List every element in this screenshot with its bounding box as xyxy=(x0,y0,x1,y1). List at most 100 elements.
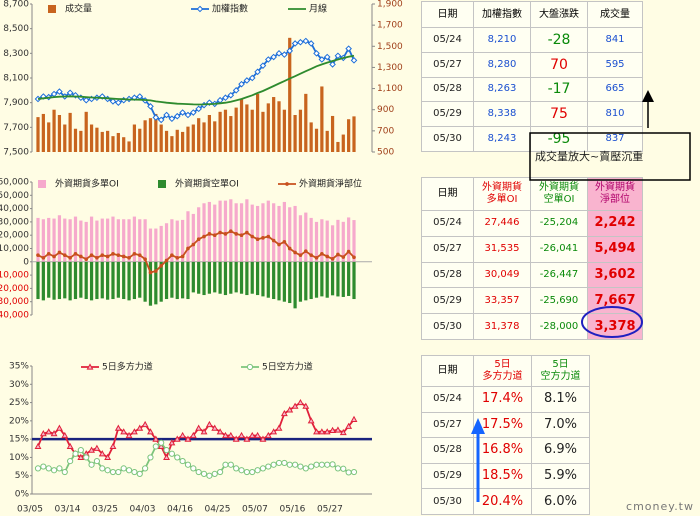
table-cell: 31,535 xyxy=(473,235,531,263)
bar xyxy=(47,261,51,298)
marker xyxy=(93,457,101,465)
y-tick-label: 60,000 xyxy=(0,178,29,188)
marker xyxy=(259,435,267,442)
y2-tick-label: 1,700 xyxy=(377,21,403,31)
bar xyxy=(304,212,308,262)
marker xyxy=(234,232,238,236)
bar xyxy=(245,104,249,152)
marker xyxy=(168,115,176,123)
marker xyxy=(168,450,175,457)
marker xyxy=(142,465,149,472)
marker xyxy=(152,114,160,121)
marker xyxy=(93,444,101,451)
bar xyxy=(202,261,206,296)
header-text: 5日 xyxy=(494,359,511,370)
y-tick-label: 0 xyxy=(23,257,29,267)
marker xyxy=(280,409,288,417)
marker xyxy=(270,428,278,435)
table-cell: 05/30 xyxy=(421,313,474,340)
marker xyxy=(84,257,89,261)
bar xyxy=(255,205,260,262)
futures-table: 日期 外資期貨 多單OI 外資期貨 空單OI 外資期貨 淨部位 05/24 27,446 -25,… xyxy=(421,177,643,340)
bar xyxy=(282,261,286,302)
table-row: 05/30 31,378 -28,000 3,378 xyxy=(421,313,643,340)
bar xyxy=(197,118,201,152)
marker xyxy=(275,459,283,467)
header-text: 多單OI xyxy=(486,194,518,205)
bar xyxy=(84,221,88,262)
x-tick-label: 05/16 xyxy=(279,505,305,515)
x-tick-label: 04/25 xyxy=(204,505,230,515)
bar xyxy=(341,134,345,152)
marker xyxy=(163,447,170,454)
bar xyxy=(164,130,169,152)
marker xyxy=(318,461,325,468)
marker xyxy=(86,363,94,370)
bar xyxy=(330,115,335,152)
bar xyxy=(57,115,62,152)
table-cell: 31,378 xyxy=(473,313,531,340)
marker xyxy=(173,112,181,120)
bar xyxy=(234,261,238,293)
marker xyxy=(132,252,137,256)
bar xyxy=(218,111,222,152)
bar xyxy=(341,221,345,262)
marker xyxy=(57,250,62,255)
marker xyxy=(307,40,315,47)
marker xyxy=(50,467,58,474)
marker xyxy=(184,461,192,468)
marker xyxy=(212,233,217,238)
bar xyxy=(79,220,83,262)
y-tick-label: 20,000 xyxy=(0,284,29,294)
table-cell: -28 xyxy=(530,27,588,53)
bar xyxy=(314,221,319,262)
header-text: 外資期貨 xyxy=(595,182,635,193)
bar xyxy=(229,116,233,152)
marker xyxy=(152,443,159,450)
marker xyxy=(340,465,347,472)
marker xyxy=(56,465,63,472)
header-cell: 5日 空方力道 xyxy=(531,355,590,387)
table-cell: 8,280 xyxy=(473,51,531,78)
marker xyxy=(95,255,99,260)
marker xyxy=(100,253,105,257)
legend-label: 加權指數 xyxy=(212,3,248,15)
table-cell: -26,041 xyxy=(530,235,588,263)
bar xyxy=(116,261,120,298)
table-cell: 17.4% xyxy=(473,386,532,413)
bar xyxy=(255,93,260,152)
marker xyxy=(233,465,240,472)
marker xyxy=(350,415,358,422)
legend-swatch xyxy=(38,180,46,188)
marker xyxy=(56,88,63,95)
bar xyxy=(197,207,201,262)
table-row: 05/30 20.4% 6.0% xyxy=(421,488,590,515)
table-cell: 6.0% xyxy=(531,488,590,515)
marker xyxy=(136,424,144,431)
table-cell: -25,204 xyxy=(530,210,588,237)
marker xyxy=(325,254,330,259)
marker xyxy=(261,236,265,240)
bar xyxy=(57,215,62,262)
header-text: 成交量 xyxy=(600,8,630,20)
bar xyxy=(197,261,201,294)
marker xyxy=(286,461,293,468)
marker xyxy=(200,428,208,435)
bar xyxy=(122,137,126,152)
marker xyxy=(200,470,208,477)
table-cell: 33,357 xyxy=(473,287,531,315)
marker xyxy=(352,255,356,260)
header-cell: 外資期貨 空單OI xyxy=(530,177,588,211)
bar xyxy=(47,122,51,152)
bar xyxy=(36,261,40,300)
marker xyxy=(320,252,324,256)
table-cell: 3,602 xyxy=(587,261,643,289)
table-cell: 837 xyxy=(587,126,643,152)
marker xyxy=(228,229,233,234)
bar xyxy=(79,130,83,152)
bar xyxy=(79,261,83,298)
table-row: 05/30 8,243 -95 837 xyxy=(421,126,643,152)
marker xyxy=(350,57,358,64)
marker xyxy=(83,454,90,461)
marker xyxy=(313,50,320,57)
